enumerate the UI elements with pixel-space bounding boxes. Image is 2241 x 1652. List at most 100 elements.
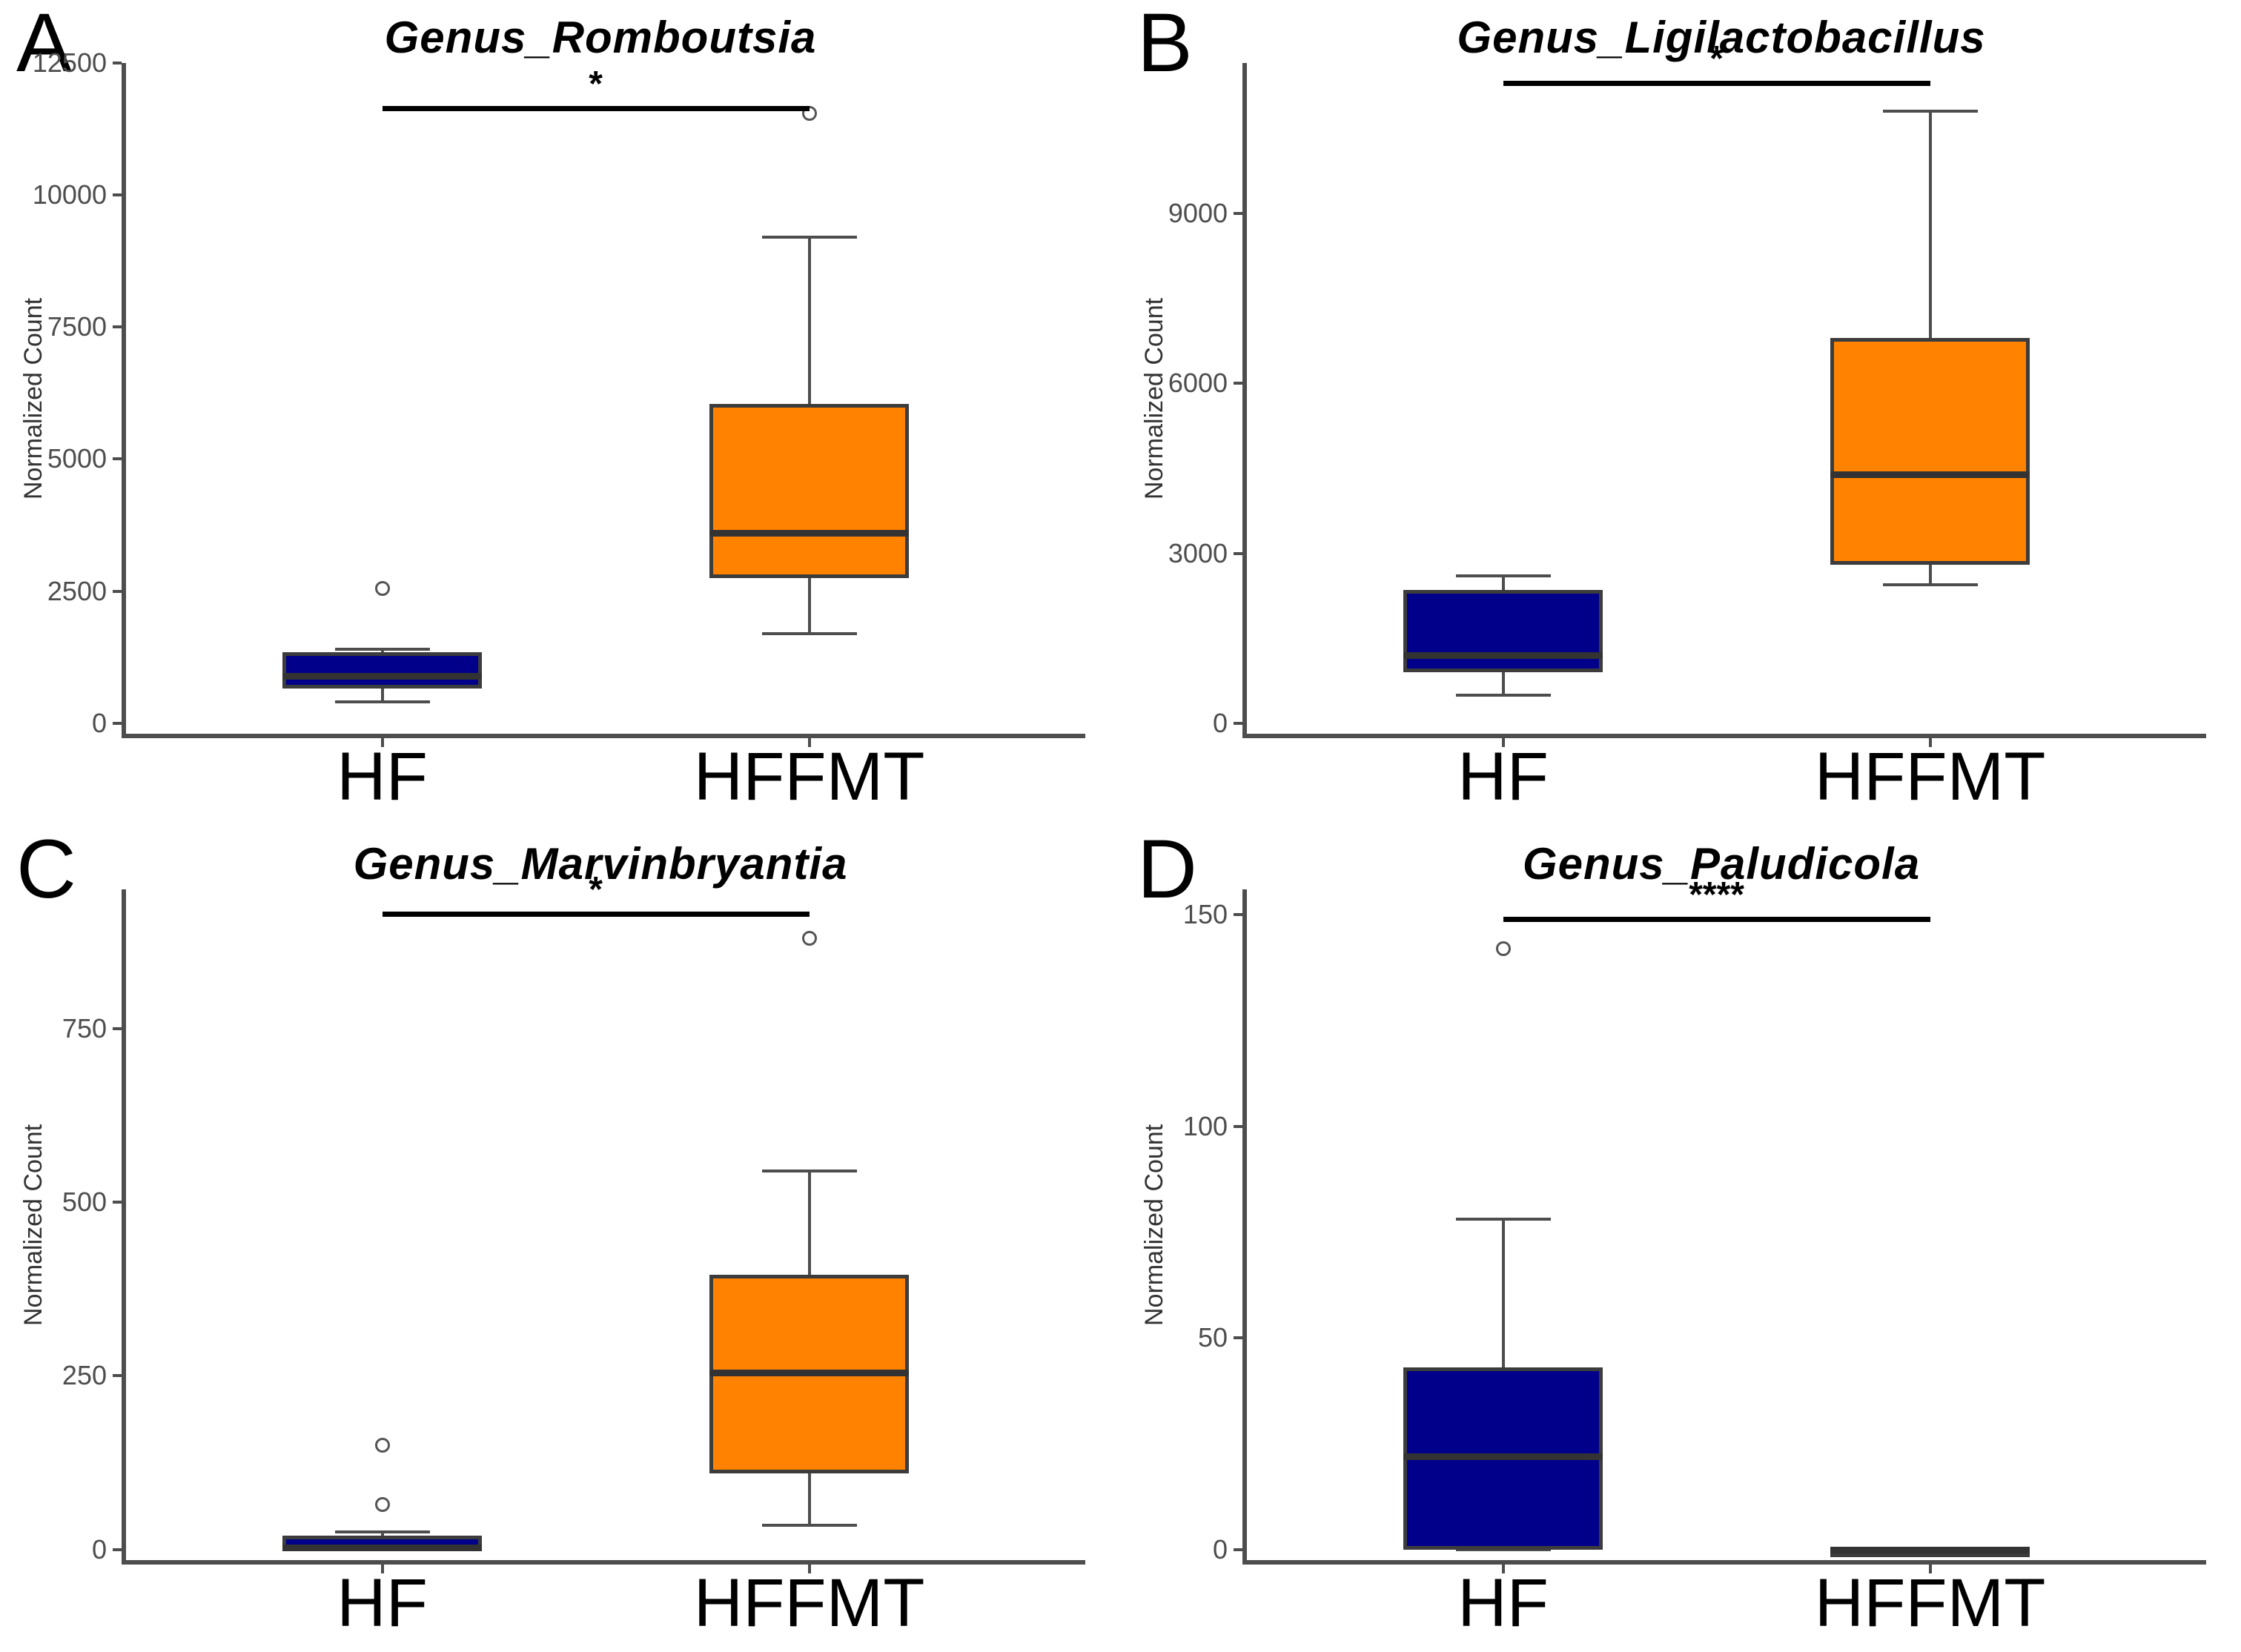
y-axis-tick <box>113 457 122 461</box>
y-axis-tick-label: 750 <box>62 1012 107 1044</box>
significance-bar <box>1503 80 1930 86</box>
y-axis-tick <box>113 721 122 725</box>
y-axis-line <box>1242 63 1247 738</box>
whisker-cap-low <box>1455 1547 1551 1551</box>
y-axis-tick-label: 2500 <box>47 575 107 606</box>
y-axis-tick <box>113 325 122 329</box>
y-axis-tick-label: 6000 <box>1168 368 1228 399</box>
significance-stars: * <box>1709 39 1724 79</box>
panel-letter: D <box>1137 823 1197 915</box>
x-axis-labels: HF HFFMT <box>126 743 1075 824</box>
y-axis-line <box>122 63 126 738</box>
x-category-label: HF <box>337 1565 428 1641</box>
box-hffmt <box>1830 338 2030 565</box>
y-axis-tick-label: 100 <box>1182 1110 1228 1141</box>
outlier-point <box>801 105 817 121</box>
x-axis-labels: HF HFFMT <box>1247 1569 2196 1651</box>
y-axis-tick <box>113 1201 122 1204</box>
whisker-cap-high <box>1882 110 1978 113</box>
panel-title: Genus_Paludicola <box>1522 839 1921 889</box>
panel-d: D Genus_Paludicola Normalized Count 0 50 1… <box>1121 826 2241 1652</box>
panel-title: Genus_Romboutsia <box>384 13 817 62</box>
y-axis-tick <box>1234 382 1242 385</box>
significance-stars: **** <box>1689 875 1744 915</box>
y-axis-tick-label: 0 <box>1212 708 1228 739</box>
outlier-point <box>801 930 817 946</box>
y-axis-tick <box>113 193 122 197</box>
whisker-cap-low <box>1455 693 1551 697</box>
x-axis-labels: HF HFFMT <box>126 1569 1075 1651</box>
outlier-point <box>1495 941 1511 956</box>
panel-c: C Genus_Marvinbryantia Normalized Count … <box>0 826 1120 1652</box>
whisker-cap-low <box>761 1524 857 1527</box>
y-axis-label: Normalized Count <box>19 1124 47 1326</box>
panel-a: A Genus_Romboutsia Normalized Count 0 250… <box>0 0 1120 826</box>
x-axis-line <box>1242 1560 2206 1565</box>
significance-bar <box>382 105 810 111</box>
y-axis-label: Normalized Count <box>1140 1124 1168 1326</box>
whisker-cap-high <box>761 1169 857 1172</box>
plot-area: 0 50 100 150 **** <box>1183 877 2206 1573</box>
y-axis-tick-label: 5000 <box>47 443 107 474</box>
significance-bar <box>1503 916 1930 922</box>
box-hf <box>1403 590 1603 673</box>
y-axis-tick-label: 10000 <box>32 179 107 210</box>
y-axis-tick <box>1234 722 1242 726</box>
y-axis-tick <box>113 1547 122 1551</box>
whisker-cap-low <box>334 700 430 704</box>
panel-title: Genus_Ligilactobacillus <box>1457 13 1986 62</box>
y-axis-tick-label: 500 <box>62 1187 107 1218</box>
plot-area: 0 3000 6000 9000 * <box>1168 41 2206 747</box>
significance-stars: * <box>589 869 603 909</box>
y-axis-tick <box>1234 1336 1242 1340</box>
y-axis-tick <box>113 62 122 64</box>
median-line <box>709 530 909 537</box>
panel-letter: B <box>1137 0 1193 89</box>
y-axis-tick-label: 9000 <box>1168 197 1228 228</box>
box-hffmt <box>709 403 909 578</box>
y-axis-tick-label: 0 <box>91 707 107 738</box>
y-axis-tick-label: 0 <box>1212 1533 1228 1565</box>
y-axis-tick-label: 7500 <box>47 311 107 342</box>
y-axis-tick <box>1234 1124 1242 1128</box>
x-category-label: HF <box>1457 1565 1549 1641</box>
x-axis-tick <box>1928 1565 1932 1573</box>
y-axis-tick <box>113 1026 122 1030</box>
y-axis-line <box>122 889 126 1565</box>
y-axis-tick <box>113 589 122 593</box>
y-axis-tick <box>1234 913 1242 917</box>
y-axis-line <box>1242 889 1247 1565</box>
panel-letter: A <box>16 0 72 89</box>
y-axis-tick <box>1234 211 1242 215</box>
median-line <box>1830 1546 2030 1553</box>
y-axis-tick <box>1234 1547 1242 1551</box>
y-axis-tick-label: 250 <box>62 1360 107 1391</box>
x-category-label: HFFMT <box>1814 1565 2046 1641</box>
x-axis-tick <box>1501 1565 1505 1573</box>
whisker-cap-high <box>761 236 857 239</box>
x-axis-tick <box>807 1565 811 1573</box>
y-axis-tick <box>1234 551 1242 555</box>
x-axis-tick <box>380 1565 384 1573</box>
whisker-cap-high <box>1455 1218 1551 1221</box>
median-line <box>1403 1453 1603 1461</box>
x-axis-tick <box>1928 738 1932 747</box>
whisker-cap-high <box>334 647 430 651</box>
plot-area: 0 250 500 750 * <box>62 872 1085 1573</box>
panel-letter: C <box>16 823 76 915</box>
x-category-label: HFFMT <box>1814 739 2046 815</box>
x-category-label: HF <box>1457 739 1549 815</box>
plot-area: 0 2500 5000 7500 10000 12500 * <box>33 50 1085 747</box>
y-axis-tick-label: 150 <box>1182 899 1228 930</box>
box-hf <box>282 651 482 689</box>
significance-stars: * <box>589 64 603 104</box>
x-axis-tick <box>1501 738 1505 747</box>
median-line <box>709 1369 909 1376</box>
y-axis-tick-label: 3000 <box>1168 537 1228 568</box>
panel-b: B Genus_Ligilactobacillus Normalized Cou… <box>1121 0 2241 826</box>
y-axis-tick <box>113 1374 122 1378</box>
outlier-point <box>374 581 390 597</box>
y-axis-tick-label: 50 <box>1197 1322 1228 1353</box>
median-line <box>282 1545 482 1552</box>
